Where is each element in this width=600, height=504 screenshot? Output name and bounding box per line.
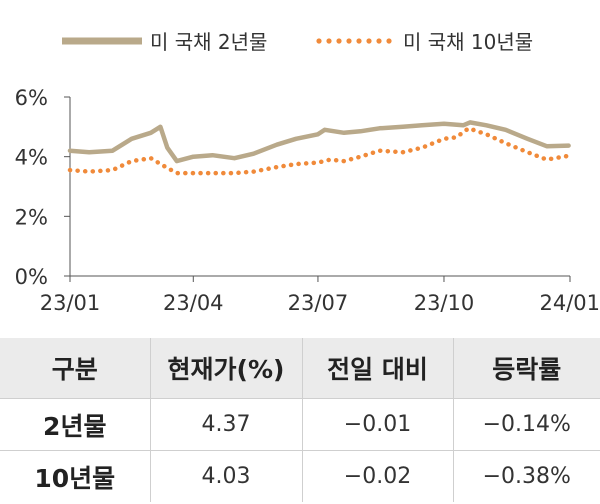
legend-dot bbox=[336, 38, 342, 44]
cell-rate-2y: −0.14% bbox=[453, 398, 600, 451]
axes: 0% 2% 4% 6% 23/01 23/04 23/07 23/10 24/01 bbox=[15, 86, 600, 315]
yield-chart: 미 국채 2년물 미 국채 10년물 0% 2% 4% 6% 23/01 23/04 23/… bbox=[15, 30, 600, 315]
series-10y-line bbox=[67, 125, 571, 176]
y-tick-label: 2% bbox=[15, 205, 48, 229]
y-tick-label: 6% bbox=[15, 86, 48, 110]
legend-dot bbox=[366, 38, 372, 44]
cell-change-2y: −0.01 bbox=[302, 398, 454, 451]
header-current-price: 현재가(%) bbox=[150, 338, 303, 399]
legend: 미 국채 2년물 미 국채 10년물 bbox=[62, 30, 533, 54]
legend-swatch-10y bbox=[316, 38, 392, 44]
header-category: 구분 bbox=[0, 338, 151, 399]
series-2y-line bbox=[67, 120, 571, 164]
legend-dot bbox=[316, 38, 322, 44]
x-tick-label: 23/01 bbox=[40, 291, 101, 315]
row-label-2y: 2년물 bbox=[0, 398, 151, 451]
table-row: 10년물 4.03 −0.02 −0.38% bbox=[0, 450, 600, 502]
legend-label-2y: 미 국채 2년물 bbox=[150, 30, 267, 54]
legend-dot bbox=[376, 38, 382, 44]
x-tick-label: 23/07 bbox=[288, 291, 349, 315]
header-change-rate: 등락률 bbox=[453, 338, 600, 399]
x-tick-label: 24/01 bbox=[539, 291, 600, 315]
yield-table: 구분 현재가(%) 전일 대비 등락률 2년물 4.37 −0.01 −0.14… bbox=[0, 338, 600, 502]
y-tick-label: 0% bbox=[15, 265, 48, 289]
row-label-10y: 10년물 bbox=[0, 450, 151, 502]
legend-dot bbox=[326, 38, 332, 44]
x-tick-label: 23/04 bbox=[163, 291, 224, 315]
table-header-row: 구분 현재가(%) 전일 대비 등락률 bbox=[0, 338, 600, 399]
x-tick-label: 23/10 bbox=[414, 291, 475, 315]
legend-dot bbox=[346, 38, 352, 44]
cell-price-2y: 4.37 bbox=[150, 398, 303, 451]
series-10y-path bbox=[67, 125, 571, 176]
legend-dot bbox=[386, 38, 392, 44]
cell-change-10y: −0.02 bbox=[302, 450, 454, 502]
series-2y-path bbox=[67, 120, 571, 164]
legend-label-10y: 미 국채 10년물 bbox=[403, 30, 533, 54]
header-change: 전일 대비 bbox=[302, 338, 454, 399]
cell-rate-10y: −0.38% bbox=[453, 450, 600, 502]
legend-dot bbox=[356, 38, 362, 44]
table-row: 2년물 4.37 −0.01 −0.14% bbox=[0, 398, 600, 451]
cell-price-10y: 4.03 bbox=[150, 450, 303, 502]
y-tick-label: 4% bbox=[15, 146, 48, 170]
